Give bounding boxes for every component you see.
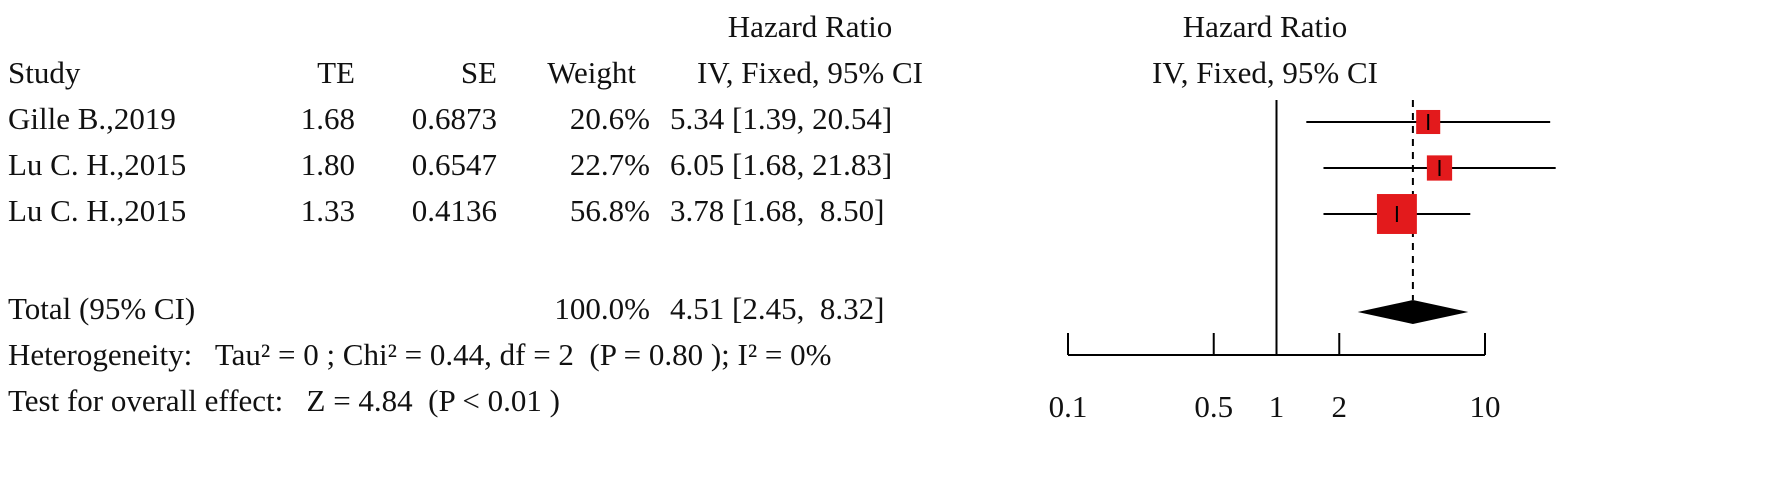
hr-header: Hazard Ratio <box>728 9 892 44</box>
te-header: TE <box>317 55 355 90</box>
x-tick-label: 0.5 <box>1194 389 1233 424</box>
weight: 56.8% <box>570 193 650 228</box>
weight-header: Weight <box>547 55 636 90</box>
pooled-diamond <box>1357 300 1469 324</box>
se-header: SE <box>461 55 497 90</box>
total-weight: 100.0% <box>554 291 650 326</box>
te: 1.33 <box>301 193 355 228</box>
total-ci: 4.51 [2.45, 8.32] <box>670 291 884 326</box>
x-tick-label: 10 <box>1470 389 1501 424</box>
x-tick-label: 1 <box>1269 389 1285 424</box>
ci-label: 5.34 [1.39, 20.54] <box>670 101 892 136</box>
x-tick-label: 2 <box>1332 389 1348 424</box>
heterogeneity: Heterogeneity: Tau² = 0 ; Chi² = 0.44, d… <box>8 337 831 372</box>
weight: 22.7% <box>570 147 650 182</box>
hr-subheader: IV, Fixed, 95% CI <box>697 55 923 90</box>
total-name: Total (95% CI) <box>8 291 195 326</box>
te: 1.68 <box>301 101 355 136</box>
study-header: Study <box>8 55 81 90</box>
study-name: Gille B.,2019 <box>8 101 176 136</box>
study-name: Lu C. H.,2015 <box>8 193 186 228</box>
weight: 20.6% <box>570 101 650 136</box>
se: 0.6547 <box>412 147 497 182</box>
plot-header: Hazard Ratio <box>1183 9 1347 44</box>
se: 0.6873 <box>412 101 497 136</box>
x-tick-label: 0.1 <box>1049 389 1088 424</box>
ci-label: 6.05 [1.68, 21.83] <box>670 147 892 182</box>
se: 0.4136 <box>412 193 497 228</box>
te: 1.80 <box>301 147 355 182</box>
study-name: Lu C. H.,2015 <box>8 147 186 182</box>
ci-label: 3.78 [1.68, 8.50] <box>670 193 884 228</box>
plot-subheader: IV, Fixed, 95% CI <box>1152 55 1378 90</box>
overall-effect: Test for overall effect: Z = 4.84 (P < 0… <box>8 383 560 418</box>
